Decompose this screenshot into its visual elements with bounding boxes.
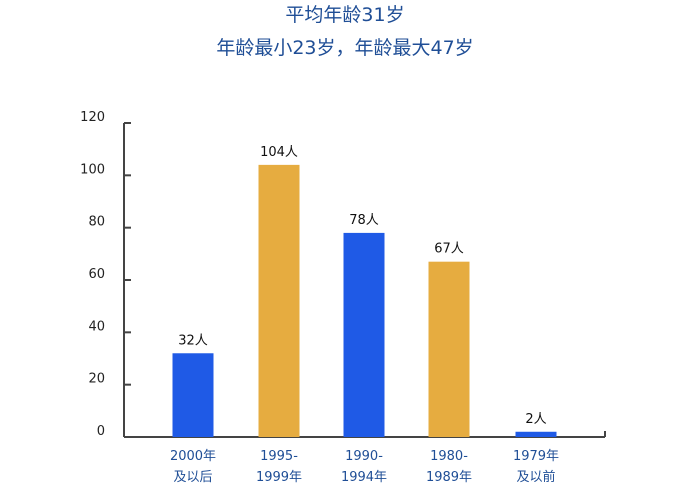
- data-label: 2人: [525, 412, 546, 427]
- y-tick-label: 120: [80, 110, 105, 125]
- category-label: 1980-: [430, 449, 468, 464]
- category-label: 1989年: [426, 470, 472, 483]
- bar: [258, 164, 300, 437]
- data-label: 67人: [434, 242, 464, 257]
- y-tick-label: 100: [80, 162, 105, 177]
- category-label: 及以前: [516, 469, 555, 483]
- bar: [172, 353, 214, 437]
- chart-subtitle: 年龄最小23岁，年龄最大47岁: [216, 37, 474, 59]
- y-tick-label: 40: [88, 319, 105, 334]
- data-label: 78人: [349, 213, 379, 228]
- category-label: 1995-: [260, 449, 298, 464]
- category-label: 2000年: [170, 449, 216, 464]
- chart-title: 平均年龄31岁: [285, 4, 405, 26]
- bar: [343, 232, 385, 437]
- y-tick-label: 0: [97, 424, 105, 439]
- category-label: 1979年: [513, 449, 559, 464]
- category-label: 1990-: [345, 449, 383, 464]
- y-tick-label: 80: [88, 215, 105, 230]
- category-label: 1994年: [341, 470, 387, 483]
- category-label: 及以后: [173, 470, 212, 483]
- data-label: 32人: [178, 333, 208, 348]
- data-label: 104人: [260, 145, 298, 160]
- category-label: 1999年: [256, 470, 302, 483]
- y-tick-label: 20: [88, 372, 105, 387]
- bar: [515, 431, 557, 437]
- bar: [428, 261, 470, 437]
- y-tick-label: 60: [88, 267, 105, 282]
